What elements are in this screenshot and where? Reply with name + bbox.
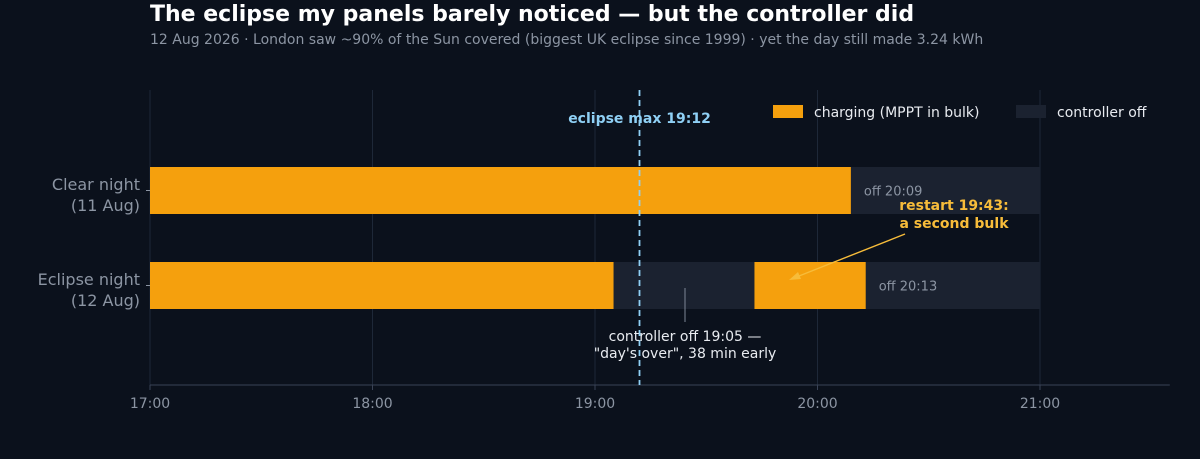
row-label: Eclipse night bbox=[38, 270, 140, 289]
restart-arrow-head bbox=[789, 272, 801, 280]
row-label: (12 Aug) bbox=[71, 291, 140, 310]
legend-label: charging (MPPT in bulk) bbox=[814, 105, 980, 121]
controller-off-annotation: controller off 19:05 — bbox=[609, 329, 762, 345]
eclipse-max-label: eclipse max 19:12 bbox=[568, 111, 711, 127]
legend-label: controller off bbox=[1057, 105, 1147, 121]
row-label: Clear night bbox=[52, 175, 140, 194]
charging-bar bbox=[150, 167, 851, 214]
x-tick-label: 20:00 bbox=[797, 396, 837, 412]
restart-annotation: a second bulk bbox=[899, 216, 1009, 232]
charging-bar bbox=[150, 262, 614, 309]
chart-title: The eclipse my panels barely noticed — b… bbox=[150, 2, 915, 27]
restart-annotation: restart 19:43: bbox=[899, 198, 1009, 214]
off-time-label: off 20:09 bbox=[864, 185, 923, 200]
restart-arrow-line bbox=[798, 233, 906, 277]
row-label: (11 Aug) bbox=[71, 196, 140, 215]
x-tick-label: 18:00 bbox=[352, 396, 392, 412]
legend-swatch-controller-off bbox=[1016, 105, 1046, 118]
x-tick-label: 21:00 bbox=[1020, 396, 1060, 412]
off-time-label: off 20:13 bbox=[879, 280, 938, 295]
charging-bar bbox=[754, 262, 866, 309]
chart-subtitle: 12 Aug 2026 · London saw ~90% of the Sun… bbox=[150, 32, 984, 48]
controller-off-annotation: "day's over", 38 min early bbox=[594, 346, 777, 362]
legend-swatch-charging bbox=[773, 105, 803, 118]
x-tick-label: 19:00 bbox=[575, 396, 615, 412]
x-tick-label: 17:00 bbox=[130, 396, 170, 412]
